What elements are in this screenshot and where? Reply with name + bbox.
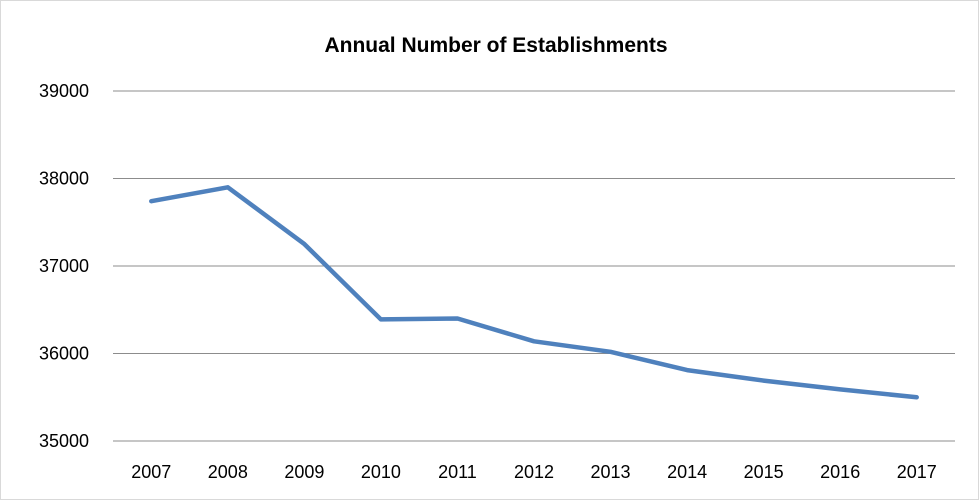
x-tick-label: 2013 xyxy=(591,462,631,482)
x-tick-label: 2012 xyxy=(514,462,554,482)
x-tick-label: 2009 xyxy=(284,462,324,482)
x-tick-label: 2015 xyxy=(744,462,784,482)
y-tick-label: 39000 xyxy=(39,81,89,101)
series-line xyxy=(149,185,919,400)
x-tick-label: 2017 xyxy=(897,462,937,482)
y-tick-label: 38000 xyxy=(39,169,89,189)
x-tick-label: 2016 xyxy=(820,462,860,482)
y-tick-label: 37000 xyxy=(39,256,89,276)
x-tick-label: 2014 xyxy=(667,462,707,482)
x-tick-label: 2007 xyxy=(131,462,171,482)
y-tick-label: 35000 xyxy=(39,431,89,451)
gridlines xyxy=(113,90,955,442)
x-tick-label: 2011 xyxy=(438,462,477,482)
y-tick-label: 36000 xyxy=(39,344,89,364)
series-lines xyxy=(149,185,919,400)
chart-title: Annual Number of Establishments xyxy=(324,34,667,57)
x-tick-label: 2008 xyxy=(208,462,248,482)
y-axis-tick-labels: 35000 36000 37000 38000 39000 xyxy=(39,81,89,451)
x-axis-tick-labels: 2007 2008 2009 2010 2011 2012 2013 2014 2015 2016… xyxy=(131,462,937,482)
x-tick-label: 2010 xyxy=(361,462,401,482)
